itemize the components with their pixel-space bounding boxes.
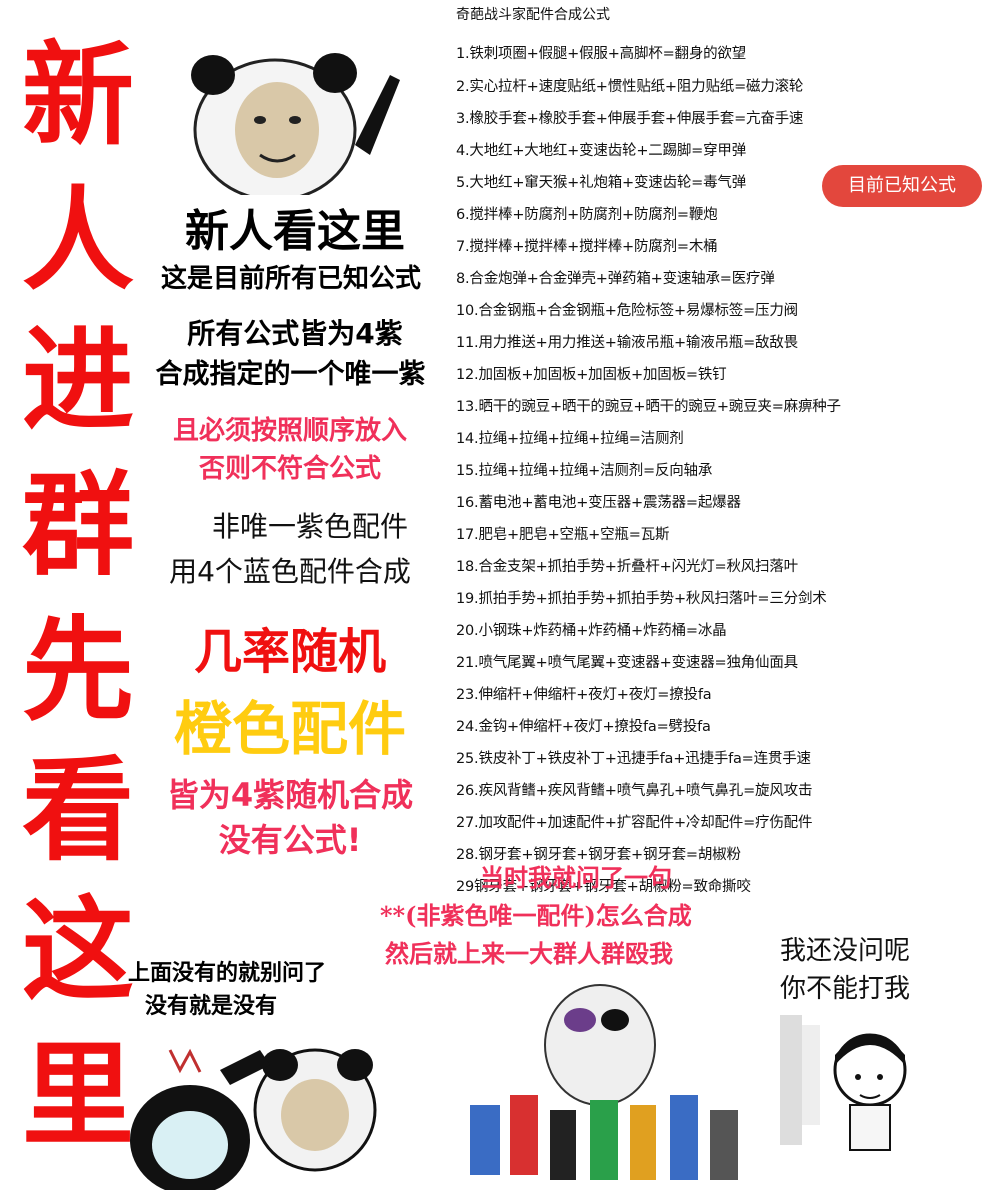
right-caption: 你不能打我 (780, 974, 911, 1004)
formula-item: 7.搅拌棒+搅拌棒+搅拌棒+防腐剂=木桶 (456, 239, 718, 255)
formula-item: 23.伸缩杆+伸缩杆+夜灯+夜灯=撩投fa (456, 687, 712, 703)
formula-item: 15.拉绳+拉绳+拉绳+洁厕剂=反向轴承 (456, 463, 713, 479)
formula-item: 26.疾风背鳍+疾风背鳍+喷气鼻孔+喷气鼻孔=旋风攻击 (456, 783, 813, 799)
formula-item: 27.加攻配件+加速配件+扩容配件+冷却配件=疗伤配件 (456, 815, 813, 831)
bottom-left-caption: 没有就是没有 (145, 994, 278, 1019)
orange-parts: 橙色配件 (173, 695, 406, 763)
press-microphones-image (450, 975, 760, 1190)
story-line: **(非紫色唯一配件)怎么合成 (380, 901, 692, 930)
formula-item: 11.用力推送+用力推送+输液吊瓶+输液吊瓶=敌敌畏 (456, 335, 798, 351)
formula-item: 5.大地红+窜天猴+礼炮箱+变速齿轮=毒气弹 (456, 175, 747, 191)
formula-item: 6.搅拌棒+防腐剂+防腐剂+防腐剂=鞭炮 (456, 207, 718, 223)
story-line: 当时我就问了一句 (480, 863, 672, 892)
formula-item: 24.金钩+伸缩杆+夜灯+撩投fa=劈投fa (456, 719, 711, 735)
formula-item: 17.肥皂+肥皂+空瓶+空瓶=瓦斯 (456, 527, 670, 543)
story-line: 然后就上来一大群人群殴我 (385, 939, 673, 968)
rule-line: 合成指定的一个唯一紫 (155, 359, 426, 390)
bowl-cut-kid-image (780, 1005, 940, 1155)
banner-char: 这 (22, 886, 134, 1016)
headline: 新人看这里 (185, 206, 405, 257)
formula-item: 21.喷气尾翼+喷气尾翼+变速器+变速器=独角仙面具 (456, 655, 798, 671)
formula-item: 20.小钢珠+炸药桶+炸药桶+炸药桶=冰晶 (456, 623, 727, 639)
banner-char: 进 (22, 316, 134, 446)
formula-item: 8.合金炮弹+合金弹壳+弹药箱+变速轴承=医疗弹 (456, 271, 775, 287)
no-formula: 没有公式! (218, 821, 362, 859)
rule-line: 所有公式皆为4紫 (187, 317, 403, 350)
order-line: 否则不符合公式 (198, 454, 381, 484)
orange-rule: 皆为4紫随机合成 (166, 776, 414, 814)
panda-meme-image (155, 35, 405, 202)
formula-item: 10.合金钢瓶+合金钢瓶+危险标签+易爆标签=压力阀 (456, 303, 798, 319)
non-unique-line: 非唯一紫色配件 (211, 510, 408, 543)
formula-item: 29钢牙套+钢牙套+钢牙套+胡椒粉=致命撕咬 (456, 879, 751, 895)
order-line: 且必须按照顺序放入 (172, 416, 407, 446)
right-caption: 我还没问呢 (780, 936, 911, 966)
formula-item: 3.橡胶手套+橡胶手套+伸展手套+伸展手套=亢奋手速 (456, 111, 804, 127)
banner-char: 群 (22, 461, 134, 591)
fighting-pandas-image (130, 1030, 380, 1194)
list-title: 奇葩战斗家配件合成公式 (456, 7, 610, 23)
known-formulas-badge: 目前已知公式 (822, 165, 982, 207)
intro-line: 这是目前所有已知公式 (160, 264, 421, 294)
formula-item: 12.加固板+加固板+加固板+加固板=铁钉 (456, 367, 727, 383)
formula-item: 1.铁刺项圈+假腿+假服+高脚杯=翻身的欲望 (456, 46, 747, 62)
formula-item: 28.钢牙套+钢牙套+钢牙套+钢牙套=胡椒粉 (456, 847, 741, 863)
formula-item: 13.晒干的豌豆+晒干的豌豆+晒干的豌豆+豌豆夹=麻痹种子 (456, 399, 841, 415)
banner-char: 看 (22, 746, 134, 876)
formula-item: 14.拉绳+拉绳+拉绳+拉绳=洁厕剂 (456, 431, 684, 447)
banner-char: 新 (22, 31, 134, 161)
formula-item: 16.蓄电池+蓄电池+变压器+震荡器=起爆器 (456, 495, 741, 511)
formula-item: 19.抓拍手势+抓拍手势+抓拍手势+秋风扫落叶=三分剑术 (456, 591, 827, 607)
formula-item: 2.实心拉杆+速度贴纸+惯性贴纸+阻力贴纸=磁力滚轮 (456, 79, 804, 95)
non-unique-line: 用4个蓝色配件合成 (169, 555, 411, 588)
formula-item: 18.合金支架+抓拍手势+折叠杆+闪光灯=秋风扫落叶 (456, 559, 798, 575)
formula-item: 25.铁皮补丁+铁皮补丁+迅捷手fa+迅捷手fa=连贯手速 (456, 751, 811, 767)
formula-item: 4.大地红+大地红+变速齿轮+二踢脚=穿甲弹 (456, 143, 747, 159)
banner-char: 人 (22, 176, 134, 306)
banner-char: 先 (22, 606, 134, 736)
bottom-left-caption: 上面没有的就别问了 (128, 961, 327, 986)
banner-char: 里 (22, 1031, 134, 1161)
random-chance: 几率随机 (193, 624, 386, 680)
